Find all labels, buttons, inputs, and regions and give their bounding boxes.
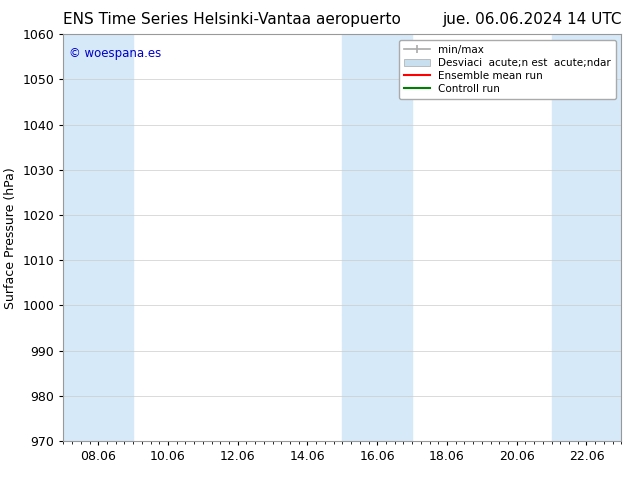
Bar xyxy=(552,34,621,441)
Text: © woespana.es: © woespana.es xyxy=(69,47,161,59)
Text: ENS Time Series Helsinki-Vantaa aeropuerto: ENS Time Series Helsinki-Vantaa aeropuer… xyxy=(63,12,401,27)
Bar xyxy=(63,34,133,441)
Bar xyxy=(342,34,412,441)
Legend: min/max, Desviaci  acute;n est  acute;ndar, Ensemble mean run, Controll run: min/max, Desviaci acute;n est acute;ndar… xyxy=(399,40,616,99)
Y-axis label: Surface Pressure (hPa): Surface Pressure (hPa) xyxy=(4,167,17,309)
Text: jue. 06.06.2024 14 UTC: jue. 06.06.2024 14 UTC xyxy=(442,12,621,27)
